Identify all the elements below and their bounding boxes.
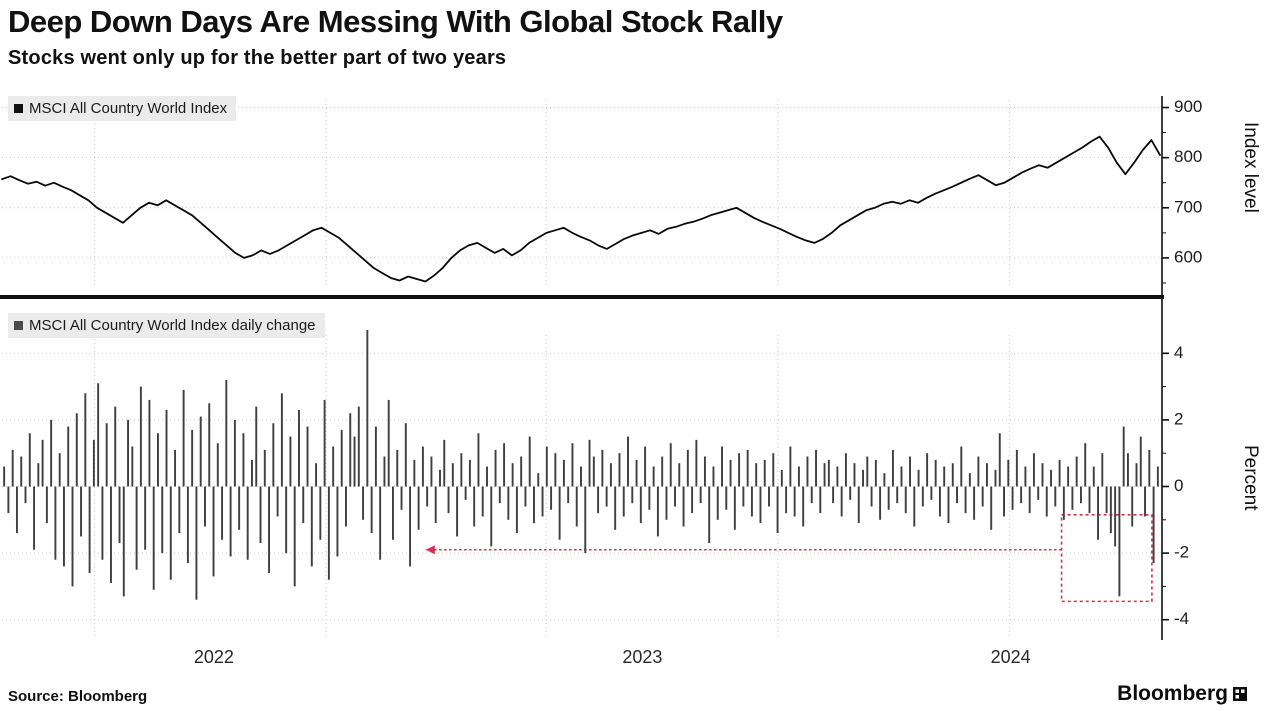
y-tick-label: 0 (1174, 476, 1183, 495)
y-axis-title-percent: Percent (1240, 445, 1261, 511)
legend-bottom-label: MSCI All Country World Index daily chang… (29, 317, 316, 334)
y-tick-label: 4 (1174, 343, 1183, 362)
bloomberg-terminal-icon (1233, 687, 1247, 701)
legend-top-label: MSCI All Country World Index (29, 100, 228, 117)
x-tick-label: 2024 (991, 647, 1031, 667)
series (1, 135, 1161, 283)
x-tick-label: 2023 (622, 647, 662, 667)
x-tick-label: 2022 (194, 647, 234, 667)
chart-title: Deep Down Days Are Messing With Global S… (8, 4, 783, 39)
y-tick-label: 600 (1174, 247, 1202, 266)
axes: 600 700 800 900 -4 -2 0 2 4 2022 2023 2024 (0, 96, 1202, 667)
annotation-layer (425, 514, 1153, 603)
bloomberg-logo: Bloomberg (1117, 682, 1247, 706)
y-tick-label: -4 (1174, 609, 1189, 628)
y-tick-label: 800 (1174, 147, 1202, 166)
daily-change-bars (3, 330, 1159, 600)
bloomberg-wordmark: Bloomberg (1117, 682, 1228, 705)
y-tick-label: 700 (1174, 197, 1202, 216)
y-axis-title-index-level: Index level (1240, 122, 1261, 213)
chart-subtitle: Stocks went only up for the better part … (8, 47, 507, 69)
annotation-highlight-box (1060, 514, 1153, 603)
y-tick-label: 2 (1174, 409, 1183, 428)
index-level-line (1, 135, 1161, 283)
y-tick-label: 900 (1174, 97, 1202, 116)
annotation-arrowhead (425, 545, 435, 555)
source-label: Source: Bloomberg (8, 688, 148, 705)
panel-separator (0, 295, 1164, 299)
legend-swatch-line (14, 104, 23, 113)
legend-top: MSCI All Country World Index (8, 96, 237, 121)
legend-swatch-bar (14, 321, 23, 330)
legend-bottom: MSCI All Country World Index daily chang… (8, 313, 325, 338)
y-tick-label: -2 (1174, 543, 1189, 562)
gridlines (2, 100, 1162, 638)
